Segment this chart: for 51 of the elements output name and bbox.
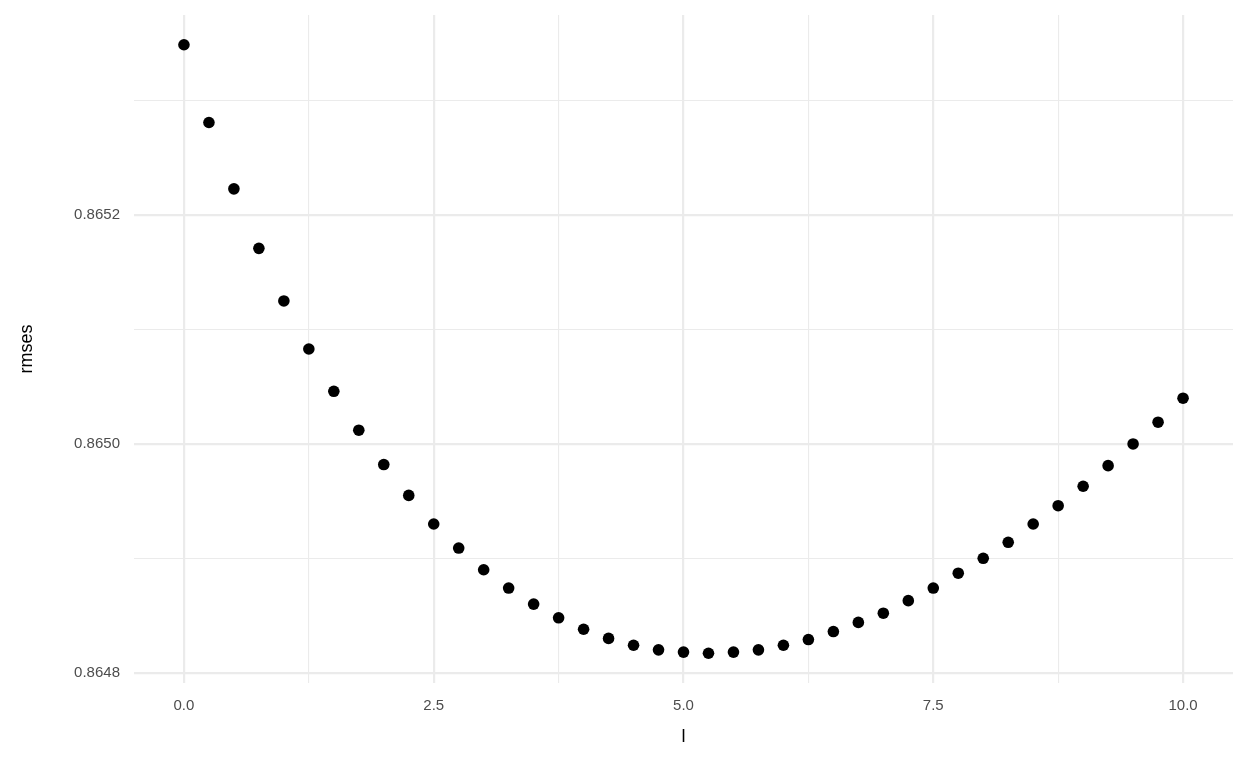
point: [402, 489, 415, 502]
point: [502, 582, 515, 594]
point: [1127, 438, 1139, 450]
y-tick-label: 0.8652: [74, 205, 120, 223]
point: [178, 38, 190, 51]
point: [1152, 416, 1164, 429]
point: [228, 183, 240, 195]
y-tick-label: 0.8650: [74, 434, 120, 452]
point: [253, 242, 265, 255]
point: [1177, 392, 1189, 404]
point: [802, 633, 815, 646]
point: [602, 632, 615, 645]
x-tick-label: 5.0: [673, 696, 694, 714]
x-tick-label: 10.0: [1168, 696, 1198, 714]
point: [1077, 480, 1089, 493]
point: [727, 646, 740, 658]
x-tick-label: 7.5: [922, 696, 944, 714]
point: [328, 385, 340, 398]
point: [1002, 536, 1015, 549]
point: [927, 582, 940, 594]
point: [452, 542, 465, 554]
point: [702, 647, 715, 660]
x-tick-label: 0.0: [173, 696, 195, 714]
x-tick-label: 2.5: [423, 696, 445, 714]
point: [527, 598, 540, 610]
point: [877, 607, 890, 620]
point: [203, 116, 215, 129]
point: [1102, 459, 1114, 472]
point: [627, 639, 640, 652]
point: [652, 644, 665, 656]
point: [1052, 499, 1064, 512]
point: [1027, 518, 1039, 530]
point: [303, 343, 315, 355]
point: [552, 612, 565, 624]
point: [427, 518, 440, 530]
point: [902, 594, 915, 607]
point: [777, 639, 790, 652]
x-axis-title: l: [681, 726, 686, 747]
point: [377, 458, 390, 471]
y-tick-label: 0.8648: [74, 662, 120, 680]
point: [952, 567, 965, 579]
point: [827, 625, 840, 638]
point: [977, 552, 990, 565]
point: [577, 623, 590, 636]
y-axis-title: rmses: [15, 324, 36, 374]
point: [677, 646, 690, 658]
point: [353, 424, 365, 437]
point: [278, 295, 290, 307]
point: [477, 563, 490, 576]
point: [752, 644, 765, 656]
point: [852, 616, 865, 629]
